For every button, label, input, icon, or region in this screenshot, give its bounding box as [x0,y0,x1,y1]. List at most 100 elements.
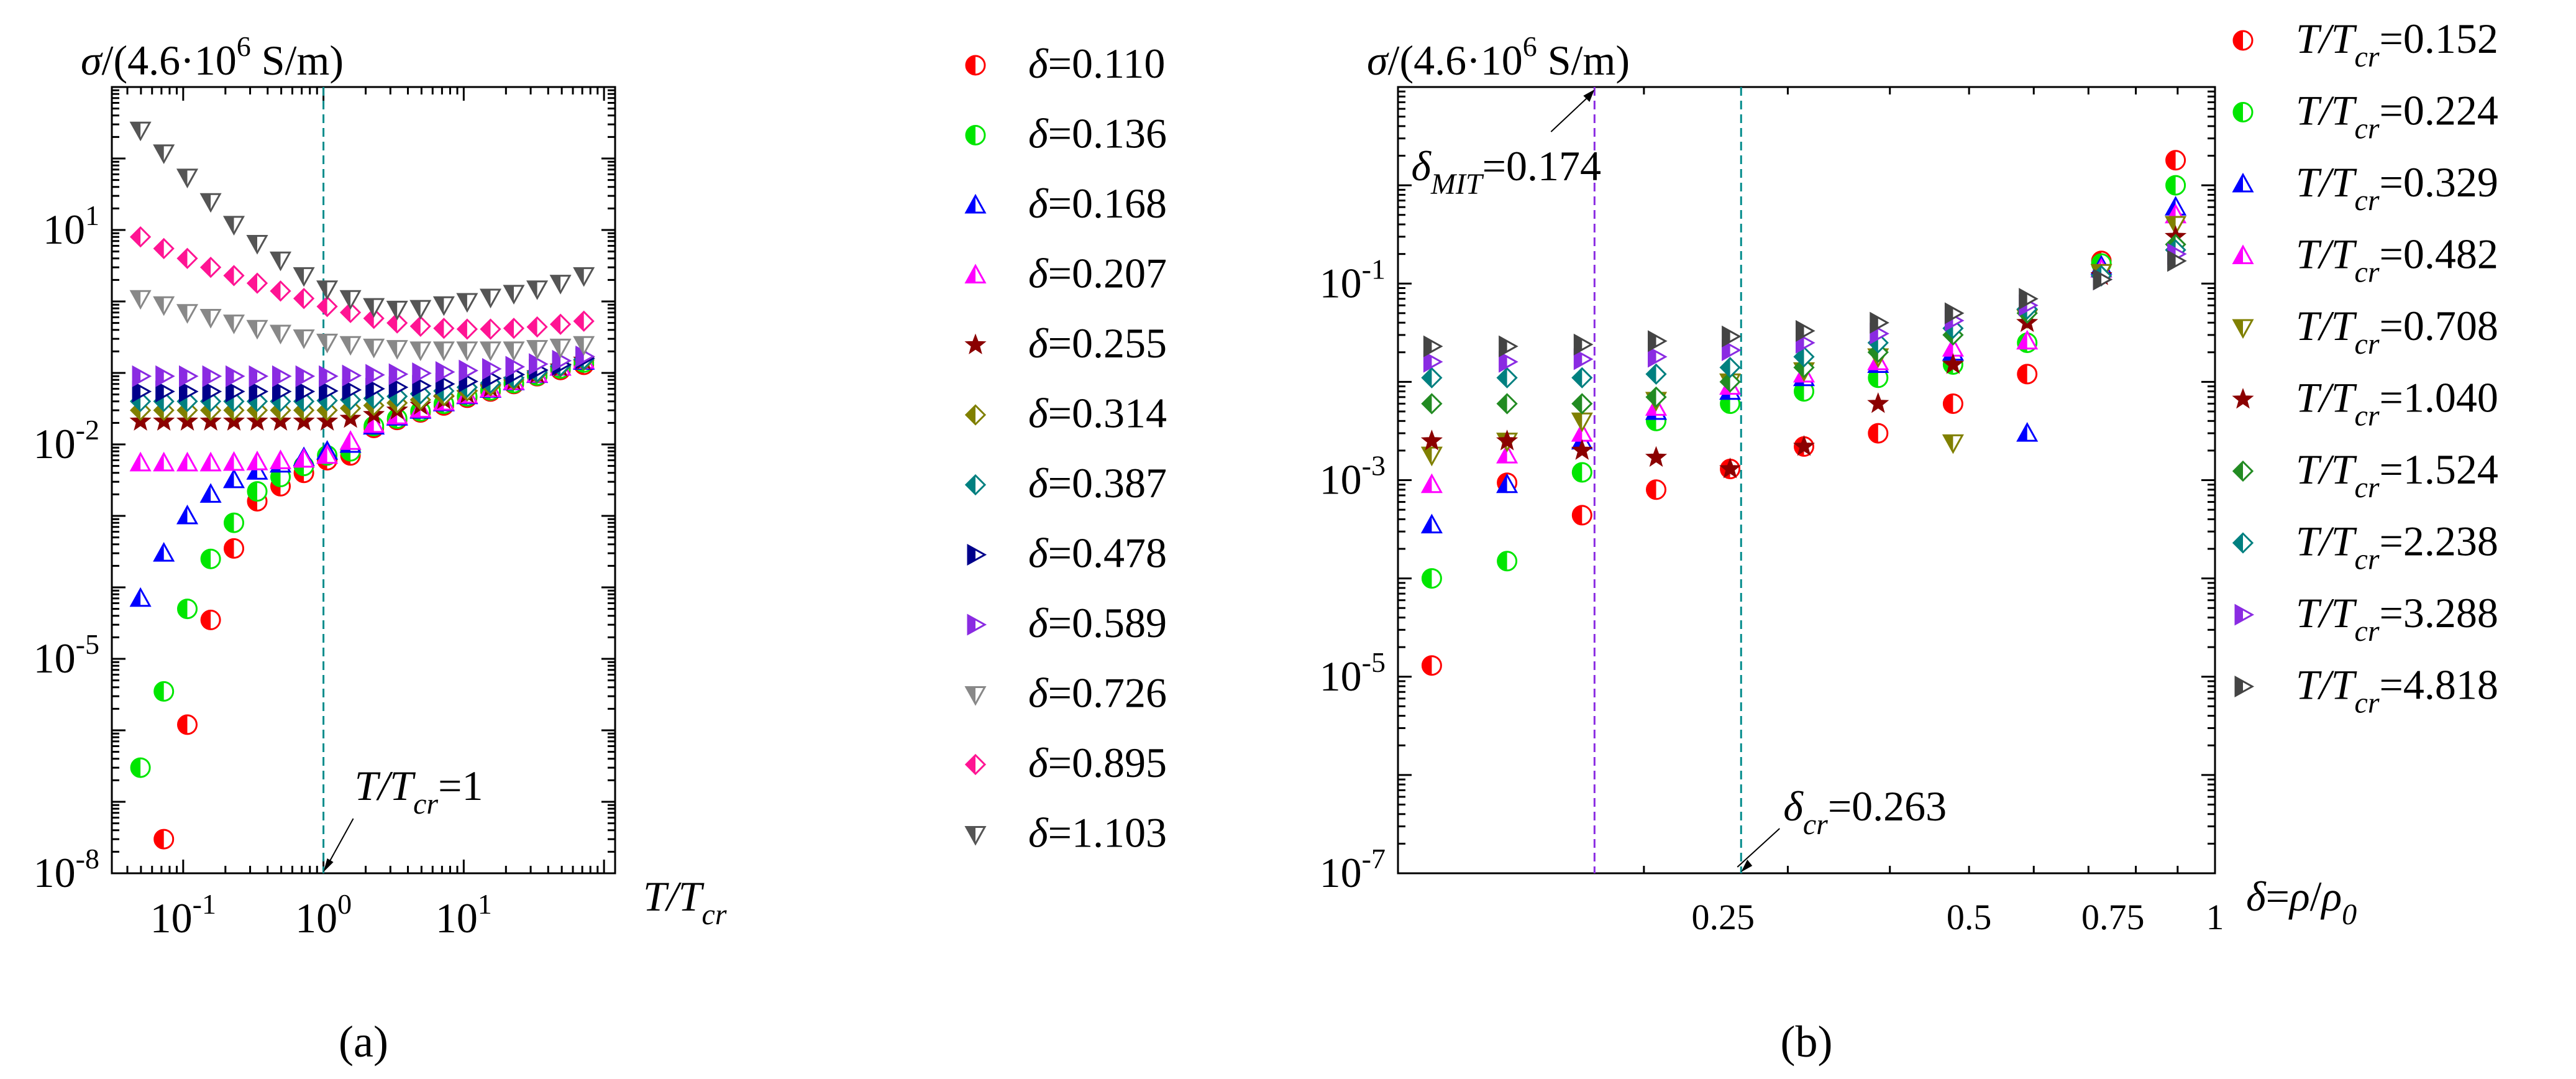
panel-a-data-point [222,451,245,471]
panel-b-data-point-outline [1571,367,1593,388]
panel-a-data-point [249,365,269,387]
panel-a-data-point [409,300,432,320]
panel-a-data-point-outline [226,365,245,387]
panel-b-y-tick-label-exp: -5 [1362,646,1386,678]
panel-b-y-tick-label: 10-5 [1320,646,1386,700]
panel-b-data-point-fill [2166,176,2176,195]
panel-a-data-point-fill [180,367,188,386]
panel-a-legend-label-delta: δ [1028,599,1049,646]
panel-b-legend-label-sub: cr [2355,400,2380,433]
panel-a-data-point-outline [386,300,408,321]
panel-b-data-point-fill [1720,372,1730,392]
panel-b-data-point-shape [1496,429,1519,451]
panel-a-data-point [386,312,408,334]
panel-b-legend-label-main: T/T [2296,589,2357,636]
panel-a-data-point-outline [222,451,245,471]
panel-a-series-10 [129,290,595,361]
panel-a-data-point-fill [178,599,188,618]
panel-a-x-axis-label-main: T/T [643,873,705,920]
panel-b-data-point [1420,429,1443,451]
panel-a-data-point [363,298,385,318]
panel-b-data-point [1648,330,1668,352]
panel-a-data-point-outline [153,451,175,472]
panel-a-data-point-outline [202,380,222,403]
panel-a-data-point-outline [319,380,339,402]
panel-a-data-point-outline [363,338,385,359]
panel-b-data-point-fill [1945,303,1953,323]
panel-a-data-point-fill [131,227,141,247]
panel-a-legend-marker-outline [964,686,987,706]
panel-a-data-point-outline [246,235,268,255]
panel-b-data-point [1645,386,1667,408]
panel-a-legend-marker [964,686,987,706]
panel-a-x-tick-label-exp: -1 [193,888,216,920]
panel-b-data-point-fill [1497,394,1507,413]
panel-a-data-point-outline [526,340,549,360]
panel-a-legend-label-delta: δ [1028,110,1049,157]
panel-a-data-point-fill [201,610,211,630]
panel-b-legend-label-rest: =0.224 [2380,87,2498,134]
panel-b-data-point-fill [1499,337,1507,356]
panel-a-data-point-fill [224,513,234,533]
panel-b-data-point-outline [1645,386,1667,408]
panel-b-data-point [1496,473,1519,494]
panel-a-data-point-outline [412,362,432,385]
panel-a-data-point-fill [178,715,188,734]
panel-b-data-point-fill [1870,313,1878,333]
panel-b-legend-marker-fill [2236,605,2243,624]
panel-b-data-point [2017,364,2038,385]
panel-b-legend-marker-outline [2232,319,2254,339]
panel-a-data-point-outline [409,300,432,320]
panel-a-data-point [479,288,502,309]
panel-b-legend-marker-fill [2236,677,2243,696]
panel-a-series-3 [129,350,595,607]
panel-a-data-point-fill [180,382,188,401]
panel-a-legend-marker-outline [964,193,987,214]
panel-a-data-point-outline [386,312,408,334]
panel-b-legend-label-rest: =2.238 [2380,518,2498,565]
panel-a-y-tick-label: 101 [43,200,99,253]
panel-b-annotation-label-main: δ [1783,783,1804,830]
panel-b-data-point-outline [1722,325,1742,347]
panel-a-annotation-leader [326,818,354,866]
panel-b-data-point [1794,381,1814,402]
panel-a-legend-label-rest: =1.103 [1048,809,1167,856]
panel-a-legend-marker [964,333,987,354]
panel-a-data-point-fill [343,380,351,400]
panel-a-legend: δ=0.110δ=0.136δ=0.168δ=0.207δ=0.255δ=0.3… [964,40,1167,856]
panel-a-data-point [176,247,198,269]
panel-a-data-point [388,363,409,385]
panel-b-series-10 [1423,250,2187,357]
panel-a-data-point-outline [503,285,525,305]
panel-b-legend-marker-fill [2234,103,2243,122]
panel-b-data-point-fill [1497,551,1507,571]
panel-b-data-point [1423,335,1443,357]
panel-b-data-point-outline [2093,269,2113,291]
panel-a-legend-label: δ=0.895 [1028,739,1167,786]
panel-b-data-point [1499,335,1519,357]
panel-a-data-point [482,357,502,380]
panel-a-data-point-outline [199,483,222,503]
panel-b-legend-label-sub: cr [2355,112,2380,145]
panel-b-annotation-leader [1737,828,1780,868]
panel-a-data-point [222,216,245,236]
panel-a-data-point-outline [363,413,385,433]
panel-a-data-point [433,318,455,339]
panel-b-data-point [1571,393,1593,415]
panel-b-data-point-outline [1421,367,1443,388]
panel-a-legend-label-rest: =0.895 [1048,739,1167,786]
panel-b-data-point [1420,513,1443,534]
panel-a-data-point-outline [503,318,525,339]
panel-a-y-tick-label-base: 10 [34,849,76,896]
panel-a-data-point-fill [201,258,211,277]
panel-a-data-point [339,290,362,310]
panel-a-data-point-fill [319,382,327,400]
panel-b-legend-label-sub: cr [2355,40,2380,73]
panel-a-x-tick-label-exp: 1 [478,888,492,920]
panel-b-y-tick-label-base: 10 [1320,259,1362,306]
panel-a-y-tick-label-exp: -2 [76,414,99,446]
panel-b-legend-label-rest: =0.329 [2380,158,2498,206]
panel-b-x-axis-label-slash: / [2310,873,2322,920]
panel-a-data-point [363,338,385,359]
panel-a-data-point [269,324,292,345]
